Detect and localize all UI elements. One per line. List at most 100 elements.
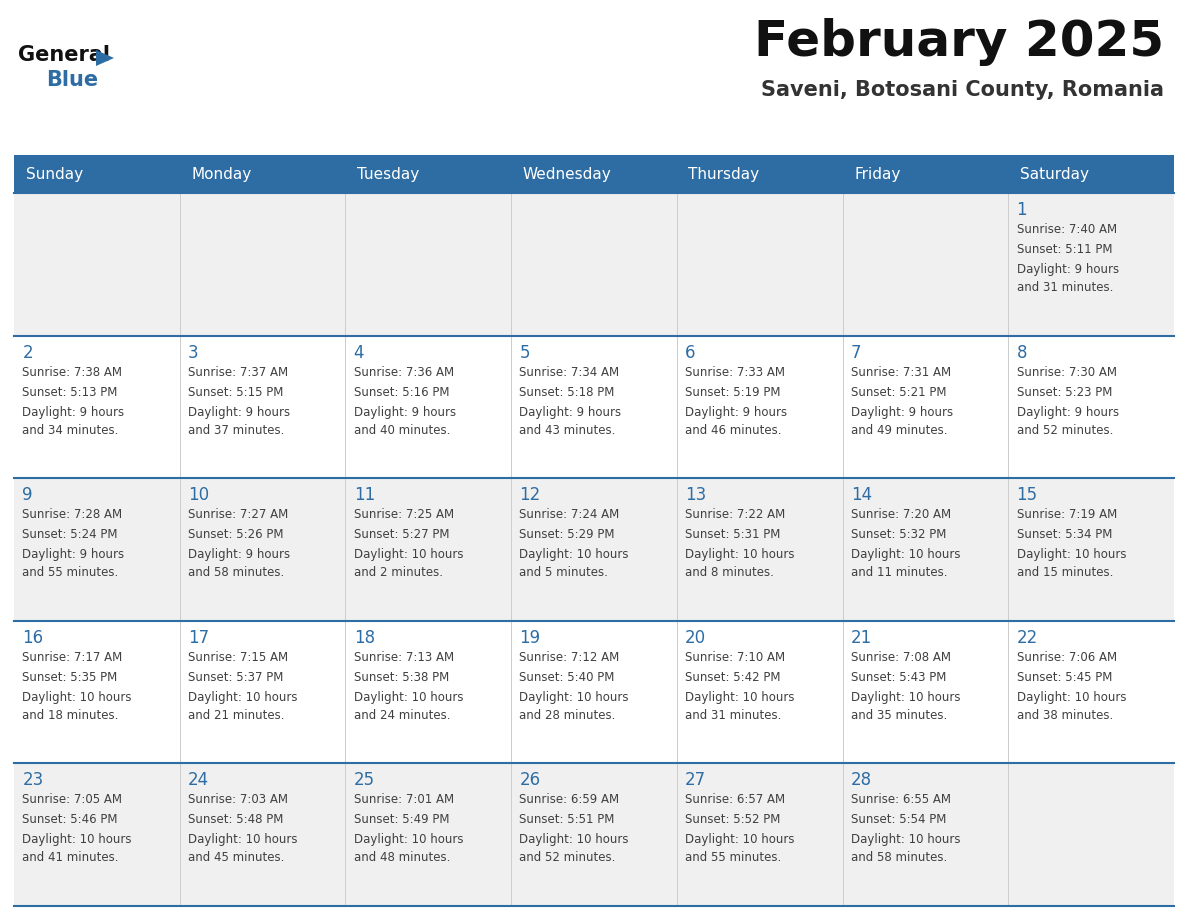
Text: Daylight: 9 hours: Daylight: 9 hours (685, 406, 788, 419)
Text: Sunday: Sunday (26, 166, 83, 182)
Text: 12: 12 (519, 487, 541, 504)
Polygon shape (96, 50, 114, 66)
Text: Daylight: 9 hours: Daylight: 9 hours (188, 548, 290, 561)
Text: 23: 23 (23, 771, 44, 789)
Text: 28: 28 (851, 771, 872, 789)
Text: Friday: Friday (854, 166, 901, 182)
Text: and 18 minutes.: and 18 minutes. (23, 709, 119, 722)
Text: 13: 13 (685, 487, 707, 504)
Text: Daylight: 10 hours: Daylight: 10 hours (354, 834, 463, 846)
Text: Sunrise: 7:15 AM: Sunrise: 7:15 AM (188, 651, 289, 664)
Text: Wednesday: Wednesday (523, 166, 612, 182)
Text: Monday: Monday (191, 166, 252, 182)
Text: and 35 minutes.: and 35 minutes. (851, 709, 947, 722)
Text: and 8 minutes.: and 8 minutes. (685, 566, 775, 579)
Text: Sunset: 5:49 PM: Sunset: 5:49 PM (354, 813, 449, 826)
Text: Sunset: 5:18 PM: Sunset: 5:18 PM (519, 386, 615, 398)
Text: and 52 minutes.: and 52 minutes. (1017, 423, 1113, 437)
Text: Sunset: 5:42 PM: Sunset: 5:42 PM (685, 671, 781, 684)
Text: 14: 14 (851, 487, 872, 504)
Text: Daylight: 9 hours: Daylight: 9 hours (23, 406, 125, 419)
Text: Sunset: 5:26 PM: Sunset: 5:26 PM (188, 528, 284, 542)
Text: Sunrise: 7:03 AM: Sunrise: 7:03 AM (188, 793, 287, 806)
Text: 20: 20 (685, 629, 707, 647)
Text: and 55 minutes.: and 55 minutes. (23, 566, 119, 579)
Text: Daylight: 9 hours: Daylight: 9 hours (354, 406, 456, 419)
Text: and 34 minutes.: and 34 minutes. (23, 423, 119, 437)
Text: Daylight: 9 hours: Daylight: 9 hours (1017, 263, 1119, 276)
Text: and 46 minutes.: and 46 minutes. (685, 423, 782, 437)
Text: Sunset: 5:16 PM: Sunset: 5:16 PM (354, 386, 449, 398)
Text: 19: 19 (519, 629, 541, 647)
Text: Sunset: 5:29 PM: Sunset: 5:29 PM (519, 528, 615, 542)
Text: Daylight: 10 hours: Daylight: 10 hours (685, 548, 795, 561)
Text: Sunrise: 7:06 AM: Sunrise: 7:06 AM (1017, 651, 1117, 664)
Text: Sunrise: 7:05 AM: Sunrise: 7:05 AM (23, 793, 122, 806)
Text: Sunrise: 7:37 AM: Sunrise: 7:37 AM (188, 365, 289, 378)
Text: General: General (18, 45, 110, 65)
Bar (346, 155, 511, 193)
Text: Daylight: 9 hours: Daylight: 9 hours (519, 406, 621, 419)
Text: Sunset: 5:13 PM: Sunset: 5:13 PM (23, 386, 118, 398)
Bar (842, 155, 1009, 193)
Text: Sunset: 5:38 PM: Sunset: 5:38 PM (354, 671, 449, 684)
Text: 10: 10 (188, 487, 209, 504)
Text: Sunrise: 7:20 AM: Sunrise: 7:20 AM (851, 509, 950, 521)
Text: Daylight: 10 hours: Daylight: 10 hours (23, 691, 132, 704)
Text: Sunset: 5:19 PM: Sunset: 5:19 PM (685, 386, 781, 398)
Text: Saturday: Saturday (1019, 166, 1089, 182)
Text: Sunrise: 6:55 AM: Sunrise: 6:55 AM (851, 793, 950, 806)
Text: 1: 1 (1017, 201, 1028, 219)
Text: 4: 4 (354, 343, 365, 362)
Text: Sunrise: 7:25 AM: Sunrise: 7:25 AM (354, 509, 454, 521)
Text: Daylight: 10 hours: Daylight: 10 hours (354, 691, 463, 704)
Text: Sunset: 5:24 PM: Sunset: 5:24 PM (23, 528, 118, 542)
Text: Daylight: 10 hours: Daylight: 10 hours (354, 548, 463, 561)
Text: Sunrise: 7:31 AM: Sunrise: 7:31 AM (851, 365, 950, 378)
Text: Daylight: 10 hours: Daylight: 10 hours (1017, 691, 1126, 704)
Text: Sunrise: 7:01 AM: Sunrise: 7:01 AM (354, 793, 454, 806)
Text: Sunrise: 7:28 AM: Sunrise: 7:28 AM (23, 509, 122, 521)
Text: Sunset: 5:45 PM: Sunset: 5:45 PM (1017, 671, 1112, 684)
Text: 9: 9 (23, 487, 33, 504)
Bar (14, 764, 1174, 906)
Text: Blue: Blue (46, 70, 99, 90)
Text: Sunset: 5:15 PM: Sunset: 5:15 PM (188, 386, 284, 398)
Text: Daylight: 10 hours: Daylight: 10 hours (685, 691, 795, 704)
Text: Sunrise: 7:33 AM: Sunrise: 7:33 AM (685, 365, 785, 378)
Text: 26: 26 (519, 771, 541, 789)
Text: 6: 6 (685, 343, 696, 362)
Text: and 55 minutes.: and 55 minutes. (685, 851, 782, 865)
Text: Tuesday: Tuesday (358, 166, 419, 182)
Text: and 58 minutes.: and 58 minutes. (188, 566, 284, 579)
Text: 3: 3 (188, 343, 198, 362)
Bar (1009, 155, 1174, 193)
Bar (179, 155, 346, 193)
Text: and 11 minutes.: and 11 minutes. (851, 566, 947, 579)
Text: Sunrise: 6:59 AM: Sunrise: 6:59 AM (519, 793, 620, 806)
Text: Daylight: 10 hours: Daylight: 10 hours (851, 834, 960, 846)
Bar (14, 336, 1174, 478)
Text: Sunrise: 7:22 AM: Sunrise: 7:22 AM (685, 509, 785, 521)
Text: Sunset: 5:34 PM: Sunset: 5:34 PM (1017, 528, 1112, 542)
Text: 17: 17 (188, 629, 209, 647)
Text: Sunrise: 7:40 AM: Sunrise: 7:40 AM (1017, 223, 1117, 236)
Text: and 31 minutes.: and 31 minutes. (1017, 281, 1113, 294)
Bar (677, 155, 842, 193)
Text: Daylight: 10 hours: Daylight: 10 hours (1017, 548, 1126, 561)
Text: Daylight: 10 hours: Daylight: 10 hours (519, 548, 628, 561)
Text: Sunset: 5:48 PM: Sunset: 5:48 PM (188, 813, 284, 826)
Text: and 21 minutes.: and 21 minutes. (188, 709, 284, 722)
Text: and 38 minutes.: and 38 minutes. (1017, 709, 1113, 722)
Text: and 40 minutes.: and 40 minutes. (354, 423, 450, 437)
Text: 18: 18 (354, 629, 375, 647)
Text: Sunrise: 7:24 AM: Sunrise: 7:24 AM (519, 509, 620, 521)
Text: Sunset: 5:32 PM: Sunset: 5:32 PM (851, 528, 946, 542)
Text: and 43 minutes.: and 43 minutes. (519, 423, 615, 437)
Text: Sunrise: 7:10 AM: Sunrise: 7:10 AM (685, 651, 785, 664)
Text: and 49 minutes.: and 49 minutes. (851, 423, 947, 437)
Text: 11: 11 (354, 487, 375, 504)
Text: 16: 16 (23, 629, 44, 647)
Text: Daylight: 10 hours: Daylight: 10 hours (188, 834, 297, 846)
Text: 8: 8 (1017, 343, 1028, 362)
